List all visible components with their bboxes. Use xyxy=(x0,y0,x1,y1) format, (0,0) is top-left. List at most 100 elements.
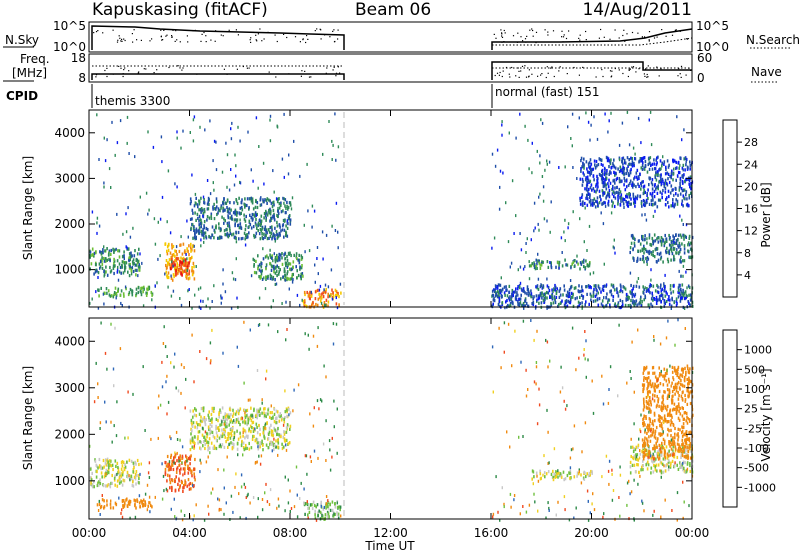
data-cell-region-9 xyxy=(494,294,497,298)
data-cell-region-7 xyxy=(643,399,645,403)
nave-dot xyxy=(120,67,122,69)
data-cell-region-6 xyxy=(645,463,647,467)
data-cell-region-0 xyxy=(119,471,121,475)
data-cell-region-0 xyxy=(98,262,101,266)
data-cell-region-3 xyxy=(252,434,254,438)
data-cell-region-9 xyxy=(546,284,549,288)
data-cell-region-5 xyxy=(257,254,259,258)
data-cell-region-2 xyxy=(169,486,171,490)
data-cell-region-10 xyxy=(617,191,619,195)
data-cell-region-9 xyxy=(498,283,500,287)
data-cell-region-5 xyxy=(583,470,585,474)
data-cell-region-5 xyxy=(564,477,567,481)
data-cell-region-2 xyxy=(182,486,184,490)
data-cell-region-0 xyxy=(116,479,119,483)
noise-dot xyxy=(194,30,196,32)
data-cell-region-3 xyxy=(195,414,198,418)
data-cell-region-6 xyxy=(679,462,682,466)
data-cell-region-6 xyxy=(686,469,688,473)
nave-dot xyxy=(518,70,520,72)
data-cell-region-5 xyxy=(569,469,572,473)
data-cell-region-4 xyxy=(264,211,267,216)
data-cell-region-4 xyxy=(260,229,263,233)
data-cell-region-8 xyxy=(690,255,692,260)
data-cell-region-10 xyxy=(667,177,669,181)
data-cell-noise xyxy=(255,213,257,217)
data-cell-region-10 xyxy=(689,164,692,168)
data-cell-region-10 xyxy=(628,195,631,199)
data-cell-region-7 xyxy=(682,390,684,394)
data-cell-region-5 xyxy=(301,272,304,276)
data-cell-region-8 xyxy=(670,248,673,252)
data-cell-noise xyxy=(513,232,515,235)
data-cell-region-7 xyxy=(676,386,678,390)
data-cell-region-8 xyxy=(683,237,685,241)
data-cell-region-0 xyxy=(130,254,132,258)
data-cell-region-7 xyxy=(682,417,685,421)
data-cell-region-1 xyxy=(142,504,145,508)
data-cell-region-4 xyxy=(239,206,242,210)
data-cell-region-9 xyxy=(511,288,514,293)
data-cell-region-9 xyxy=(570,298,572,302)
data-cell-noise xyxy=(172,289,175,293)
data-cell-region-3 xyxy=(224,423,227,427)
data-cell-region-2 xyxy=(174,254,176,258)
data-cell-region-7 xyxy=(678,443,680,447)
data-cell-noise xyxy=(220,294,222,298)
data-cell-region-4 xyxy=(208,234,210,239)
data-cell-region-7 xyxy=(687,417,689,421)
data-cell-region-10 xyxy=(644,164,647,168)
data-cell-region-10 xyxy=(634,157,637,161)
data-cell-region-0 xyxy=(104,249,106,253)
data-cell-region-10 xyxy=(581,195,583,199)
data-cell-region-0 xyxy=(133,465,135,470)
data-cell-region-5 xyxy=(253,264,255,268)
data-cell-region-4 xyxy=(268,230,271,234)
data-cell-region-3 xyxy=(190,432,192,436)
data-cell-region-5 xyxy=(531,469,534,473)
data-cell-region-9 xyxy=(491,289,494,293)
data-cell-region-7 xyxy=(662,400,664,404)
data-cell-region-9 xyxy=(657,285,659,289)
data-cell-region-4 xyxy=(203,224,205,228)
data-cell-region-7 xyxy=(555,265,557,269)
data-cell-region-0 xyxy=(124,462,126,467)
data-cell-region-8 xyxy=(669,236,671,240)
data-cell-region-6 xyxy=(681,465,684,469)
data-cell-region-8 xyxy=(644,234,646,238)
data-cell-region-0 xyxy=(90,481,92,485)
data-cell-region-3 xyxy=(237,408,239,412)
data-cell-region-7 xyxy=(687,366,689,371)
data-cell-region-10 xyxy=(677,193,679,197)
data-cell-region-3 xyxy=(202,417,204,421)
data-cell-region-4 xyxy=(270,201,273,205)
data-cell-noise xyxy=(306,162,308,166)
data-cell-region-10 xyxy=(589,158,592,162)
data-cell-region-5 xyxy=(547,470,550,474)
data-cell-region-0 xyxy=(114,264,116,268)
data-cell-region-8 xyxy=(687,241,690,245)
data-cell-region-10 xyxy=(621,179,623,183)
data-cell-noise xyxy=(258,145,260,148)
data-cell-region-7 xyxy=(536,266,538,270)
data-cell-region-8 xyxy=(639,257,642,261)
data-cell-region-10 xyxy=(651,183,654,187)
data-cell-noise xyxy=(200,238,202,242)
data-cell-region-10 xyxy=(639,194,642,198)
data-cell-region-6 xyxy=(647,463,650,467)
data-cell-region-10 xyxy=(650,181,653,185)
data-cell-region-0 xyxy=(111,473,113,478)
data-cell-region-8 xyxy=(659,257,662,261)
data-cell-noise xyxy=(230,168,232,171)
data-cell-region-7 xyxy=(673,441,676,445)
data-cell-region-7 xyxy=(663,377,666,381)
data-cell-region-6 xyxy=(669,464,672,468)
data-cell-region-10 xyxy=(593,178,595,182)
data-cell-region-7 xyxy=(645,416,647,420)
data-cell-noise xyxy=(612,245,614,249)
data-cell-region-9 xyxy=(643,298,645,302)
data-cell-region-7 xyxy=(649,408,651,412)
data-cell-noise xyxy=(680,274,682,278)
data-cell-region-10 xyxy=(612,179,614,183)
